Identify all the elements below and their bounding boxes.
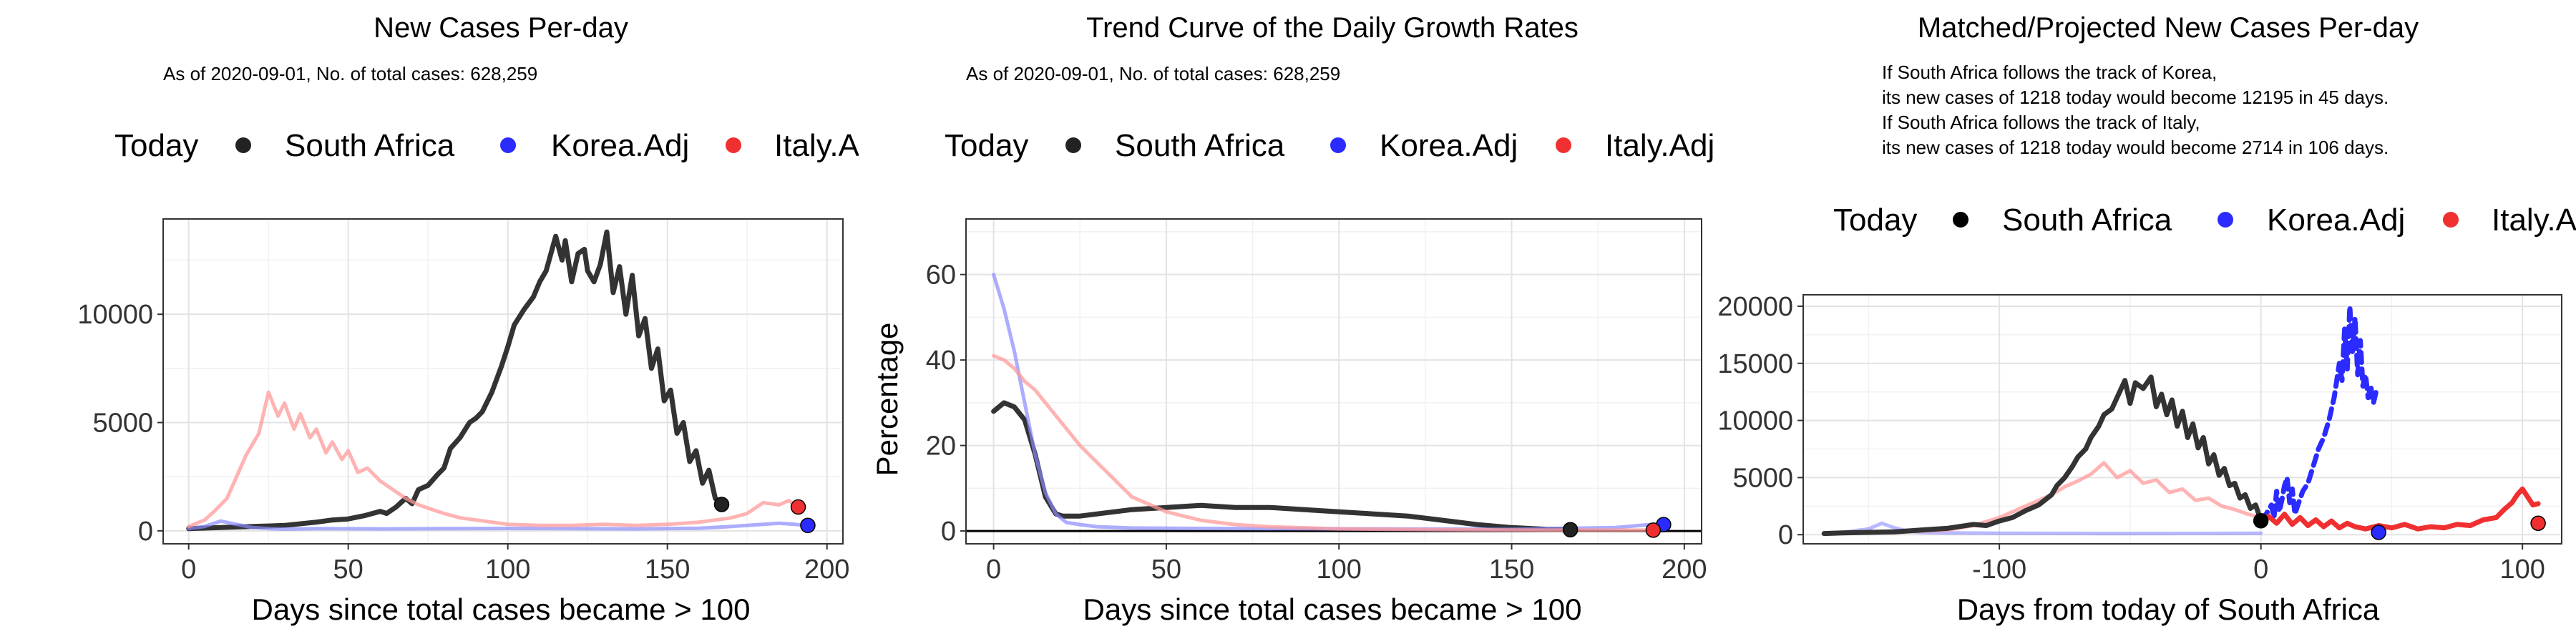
panel2-legend: Today South Africa Korea.Adj Italy.Adj <box>945 128 1714 163</box>
x-tick-label: 0 <box>986 555 1001 585</box>
panel1-legend-title: Today <box>114 128 198 163</box>
today-point-2 <box>790 499 806 515</box>
panel1-legend-clip <box>859 114 882 172</box>
panel3-legend-label-italy: Italy.A <box>2492 203 2576 238</box>
panel2-title: Trend Curve of the Daily Growth Rates <box>1086 12 1579 44</box>
y-tick-label: 20000 <box>1717 292 1793 322</box>
y-tick-label: 10000 <box>1717 406 1793 436</box>
x-tick-label: -100 <box>1972 555 2026 585</box>
series-line-korea-adj <box>187 519 806 531</box>
panel3-legend-key-south-africa <box>1953 212 1968 228</box>
panel3-legend: Today South Africa Korea.Adj Italy.A <box>1833 203 2576 238</box>
y-tick-label: 20 <box>926 431 956 462</box>
panel-new-cases: New Cases Per-day As of 2020-09-01, No. … <box>77 12 859 626</box>
today-point-0 <box>2253 513 2269 529</box>
panel1-legend-label-south-africa: South Africa <box>285 128 455 163</box>
plot-frame <box>1802 294 2562 545</box>
panel3-title: Matched/Projected New Cases Per-day <box>1918 12 2419 44</box>
panel2-plot-area: 0 50 100 150 200 0 20 40 60 <box>926 218 1707 585</box>
y-tick-label: 5000 <box>92 409 153 439</box>
x-tick-label: 150 <box>1489 555 1534 585</box>
panel3-legend-label-korea: Korea.Adj <box>2267 203 2405 238</box>
x-tick-label: 50 <box>333 555 364 585</box>
x-tick-label: 0 <box>181 555 196 585</box>
panel-growth-rates: Trend Curve of the Daily Growth Rates As… <box>870 12 1714 626</box>
today-point-2 <box>2530 515 2546 532</box>
panel1-legend-key-korea <box>500 137 516 153</box>
panel2-legend-key-korea <box>1330 137 1346 153</box>
y-tick-label: 10000 <box>77 300 153 330</box>
panel2-x-axis-title: Days since total cases became > 100 <box>1083 592 1582 626</box>
x-tick-label: 100 <box>2499 555 2545 585</box>
y-tick-label: 0 <box>138 517 153 547</box>
series-line-italy-adj <box>187 390 797 529</box>
panel3-legend-label-south-africa: South Africa <box>2002 203 2172 238</box>
panel2-legend-key-italy <box>1556 137 1571 153</box>
panel2-legend-clip <box>1719 114 1747 172</box>
panel2-legend-title: Today <box>945 128 1028 163</box>
x-tick-label: 200 <box>804 555 849 585</box>
y-tick-label: 40 <box>926 346 956 376</box>
x-tick-label: 150 <box>645 555 690 585</box>
panel1-legend-key-south-africa <box>235 137 251 153</box>
today-point-2 <box>1645 522 1662 538</box>
x-tick-label: 50 <box>1151 555 1181 585</box>
panel3-annotation-line-4: its new cases of 1218 today would become… <box>1882 137 2389 158</box>
y-tick-label: 0 <box>1778 520 1793 550</box>
y-tick-label: 5000 <box>1732 463 1793 493</box>
panel3-plot-area: -100 0 100 0 5000 10000 15000 20000 <box>1717 292 2562 585</box>
series-line-italy-adj <box>992 353 1655 532</box>
today-point-0 <box>1562 522 1579 538</box>
panel1-title: New Cases Per-day <box>374 12 628 44</box>
panel2-legend-key-south-africa <box>1065 137 1081 153</box>
x-tick-label: 100 <box>485 555 530 585</box>
panel1-legend-label-korea: Korea.Adj <box>551 128 689 163</box>
panel3-annotation-line-2: its new cases of 1218 today would become… <box>1882 87 2389 108</box>
x-tick-label: 100 <box>1317 555 1362 585</box>
panel3-legend-key-italy <box>2443 212 2459 228</box>
series-line-korea-adj-projected <box>2258 303 2381 522</box>
y-tick-label: 0 <box>941 517 956 547</box>
x-tick-label: 200 <box>1662 555 1707 585</box>
panel1-legend: Today South Africa Korea.Adj Italy.A <box>114 128 860 163</box>
panel2-legend-label-italy: Italy.Adj <box>1605 128 1714 163</box>
panel3-x-axis-title: Days from today of South Africa <box>1957 592 2380 626</box>
series-line-italy-adj-projected <box>2258 486 2541 532</box>
panel-projected: Matched/Projected New Cases Per-day If S… <box>1717 12 2576 626</box>
series-line-italy-adj <box>1822 461 2263 536</box>
panel1-x-axis-title: Days since total cases became > 100 <box>252 592 751 626</box>
panel3-annotation-line-1: If South Africa follows the track of Kor… <box>1882 62 2217 83</box>
today-point-1 <box>2371 525 2386 540</box>
panel1-subtitle: As of 2020-09-01, No. of total cases: 62… <box>163 63 537 84</box>
panel2-legend-label-korea: Korea.Adj <box>1380 128 1518 163</box>
panel1-legend-key-italy <box>726 137 741 153</box>
today-point-0 <box>713 497 730 512</box>
y-tick-label: 60 <box>926 260 956 291</box>
panel3-legend-key-korea <box>2218 212 2233 228</box>
x-tick-label: 0 <box>2253 555 2268 585</box>
series-line-south-africa <box>186 229 724 532</box>
panel3-annotation-line-3: If South Africa follows the track of Ita… <box>1882 112 2200 133</box>
panel2-legend-label-south-africa: South Africa <box>1115 128 1285 163</box>
series-line-korea-adj <box>992 273 1666 532</box>
panel1-legend-label-italy: Italy.A <box>774 128 860 163</box>
series-line-south-africa <box>1821 374 2264 537</box>
panel2-subtitle: As of 2020-09-01, No. of total cases: 62… <box>966 63 1340 84</box>
plot-frame <box>162 218 844 545</box>
y-tick-label: 15000 <box>1717 349 1793 379</box>
panel1-plot-area: 0 50 100 150 200 0 5000 10000 <box>77 218 849 585</box>
today-point-1 <box>800 517 816 534</box>
plot-frame <box>965 218 1702 545</box>
panel2-y-axis-title: Percentage <box>870 323 904 477</box>
panel3-legend-title: Today <box>1833 203 1917 238</box>
